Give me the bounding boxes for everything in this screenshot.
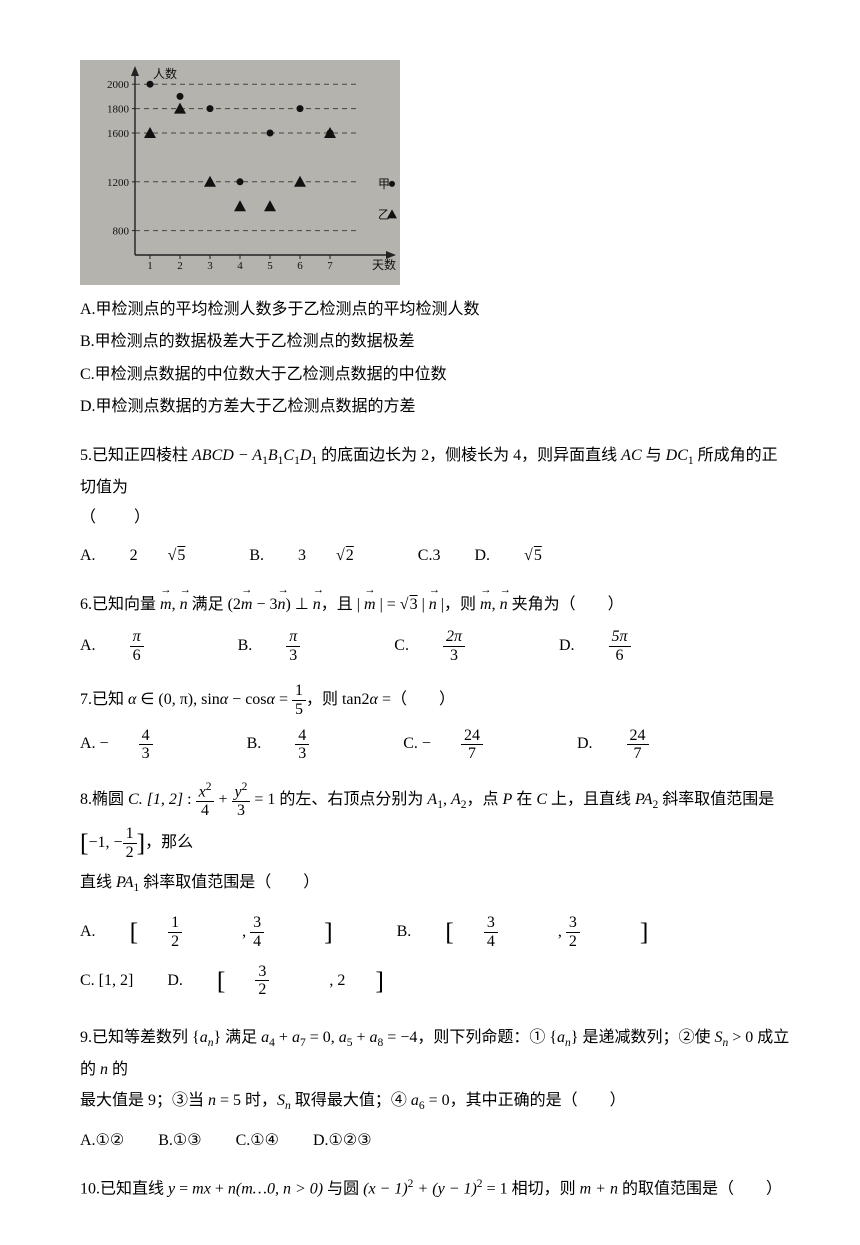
q7-options: A. −43 B. 43 C. −247 D. 247	[80, 727, 790, 763]
q7-D: D. 247	[577, 727, 709, 763]
svg-text:1800: 1800	[107, 104, 130, 116]
svg-text:4: 4	[237, 260, 243, 272]
scatter-chart: 2000 1800 1600 1200 800 1 2 3 4 5 6 7 人数天数 甲乙	[80, 60, 400, 285]
q6-C: C. 2π3	[394, 628, 525, 664]
q4-option-d: D.甲检测点数据的方差大于乙检测点数据的方差	[80, 392, 790, 422]
q6-A: A. π6	[80, 628, 204, 664]
q7-A: A. −43	[80, 727, 213, 763]
q8-D: D. [32, 2]	[167, 957, 414, 1006]
q7: 7.已知 α ∈ (0, π), sinα − cosα = 15，则 tan2…	[80, 682, 790, 718]
q8-C: C. [1, 2]	[80, 966, 133, 996]
svg-text:5: 5	[267, 260, 273, 272]
q9-options: A.①② B.①③ C.①④ D.①②③	[80, 1126, 790, 1156]
q5-D: D. √5	[474, 541, 571, 571]
q7-B: B. 43	[247, 727, 370, 763]
q8: 8.椭圆 C. [1, 2] : x24 + y23 = 1 的左、右顶点分别为…	[80, 781, 790, 868]
q4-option-c: C.甲检测点数据的中位数大于乙检测点数据的中位数	[80, 360, 790, 390]
svg-text:3: 3	[207, 260, 213, 272]
svg-text:人数: 人数	[153, 66, 177, 81]
svg-text:6: 6	[297, 260, 303, 272]
q5: 5.已知正四棱柱 ABCD − A1B1C1D1 的底面边长为 2，侧棱长为 4…	[80, 441, 790, 503]
chart-image: 2000 1800 1600 1200 800 1 2 3 4 5 6 7 人数天数 甲乙	[80, 60, 400, 285]
svg-text:1600: 1600	[107, 128, 130, 140]
q9-line2: 最大值是 9；③当 n = 5 时，Sn 取得最大值；④ a6 = 0，其中正确…	[80, 1086, 790, 1118]
svg-text:1: 1	[147, 260, 153, 272]
q8-A: A. [12, 34]	[80, 908, 363, 957]
q10: 10.已知直线 y = mx + n(m…0, n > 0) 与圆 (x − 1…	[80, 1174, 790, 1205]
q9-B: B.①③	[158, 1126, 201, 1156]
q6-B: B. π3	[238, 628, 361, 664]
q6: 6.已知向量 m, n 满足 (2m − 3n) ⊥ n，且 | m | = √…	[80, 590, 790, 620]
svg-text:甲: 甲	[378, 177, 390, 191]
q5-paren: （ ）	[80, 503, 790, 533]
q9-D: D.①②③	[313, 1126, 372, 1156]
q8-line2: 直线 PA1 斜率取值范围是（ ）	[80, 868, 790, 900]
q5-A: A. 2√5	[80, 541, 215, 571]
svg-text:2: 2	[177, 260, 183, 272]
q5-B: B. 3√2	[249, 541, 383, 571]
svg-text:7: 7	[327, 260, 333, 272]
svg-text:1200: 1200	[107, 177, 130, 189]
q9-C: C.①④	[236, 1126, 279, 1156]
q6-options: A. π6 B. π3 C. 2π3 D. 5π6	[80, 628, 790, 664]
q7-C: C. −247	[403, 727, 543, 763]
q8-options: A. [12, 34] B. [34, 32] C. [1, 2] D. [32…	[80, 908, 790, 1005]
q5-options: A. 2√5 B. 3√2 C.3 D. √5	[80, 541, 790, 571]
svg-text:800: 800	[113, 226, 130, 238]
q4-option-a: A.甲检测点的平均检测人数多于乙检测点的平均检测人数	[80, 295, 790, 325]
q5-stem-a: 5.已知正四棱柱	[80, 447, 192, 464]
svg-text:2000: 2000	[107, 79, 130, 91]
q9: 9.已知等差数列 {an} 满足 a4 + a7 = 0, a5 + a8 = …	[80, 1023, 790, 1085]
q4-option-b: B.甲检测点的数据极差大于乙检测点的数据极差	[80, 327, 790, 357]
q8-B: B. [34, 32]	[397, 908, 679, 957]
svg-text:天数: 天数	[372, 257, 396, 272]
q5-C: C.3	[418, 541, 441, 571]
svg-text:乙: 乙	[378, 207, 390, 221]
q6-D: D. 5π6	[559, 628, 691, 664]
q9-A: A.①②	[80, 1126, 124, 1156]
